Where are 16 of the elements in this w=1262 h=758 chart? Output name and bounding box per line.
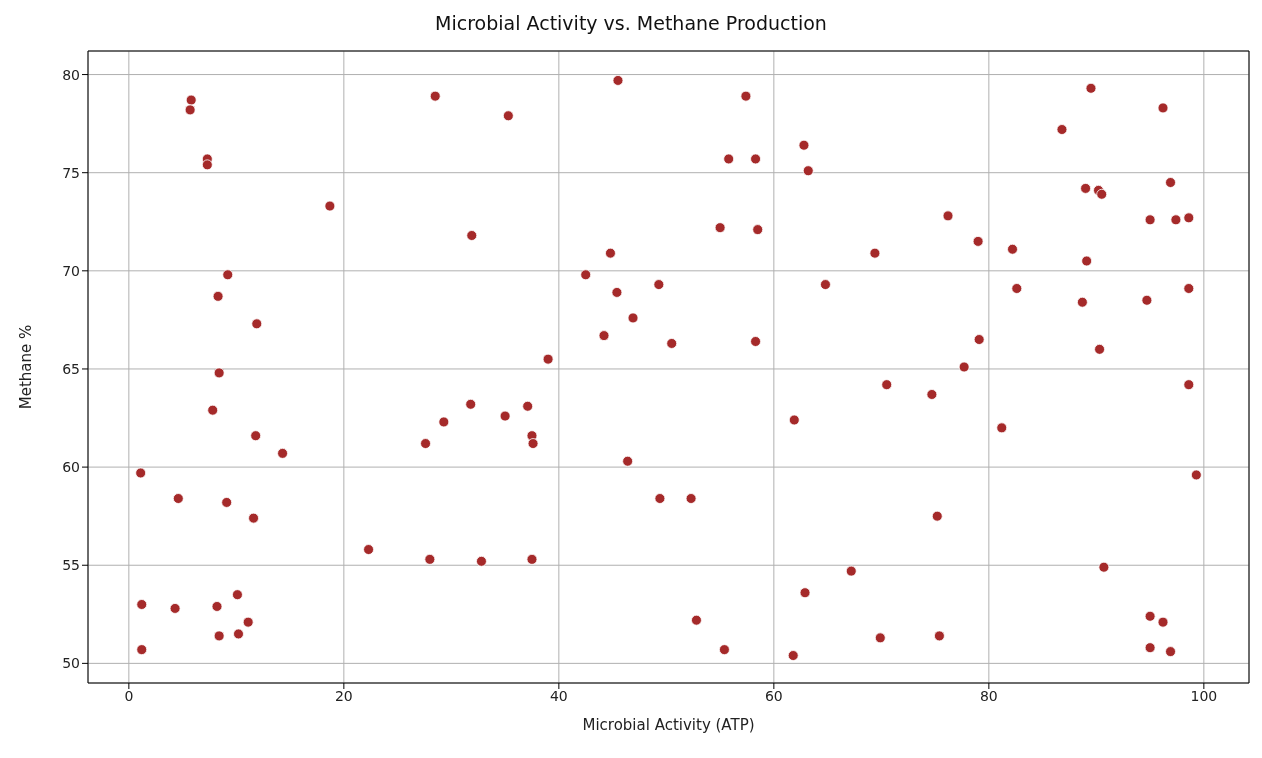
y-tick-label: 75: [62, 164, 80, 181]
y-tick-label: 50: [62, 655, 80, 672]
x-tick-label: 20: [334, 687, 353, 704]
y-axis-title: Methane %: [17, 324, 36, 410]
y-tick-label: 70: [62, 262, 80, 279]
x-axis-title: Microbial Activity (ATP): [582, 716, 755, 734]
y-tick-label: 60: [62, 459, 80, 476]
x-tick-label: 100: [1190, 687, 1218, 704]
chart-title: Microbial Activity vs. Methane Production: [434, 11, 828, 36]
x-tick-label: 40: [549, 687, 568, 704]
x-tick-label: 0: [124, 687, 134, 704]
x-tick-label: 80: [979, 687, 998, 704]
x-tick-label: 60: [764, 687, 783, 704]
y-tick-label: 80: [62, 66, 80, 83]
y-tick-label: 65: [62, 360, 80, 377]
y-tick-label: 55: [62, 557, 80, 574]
